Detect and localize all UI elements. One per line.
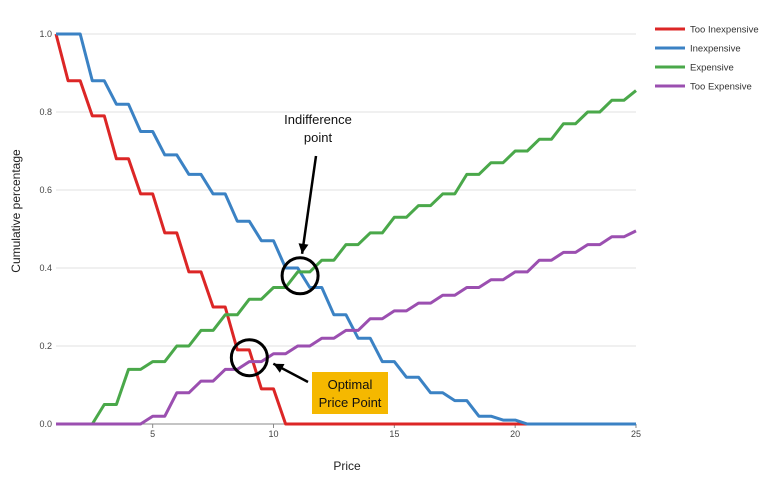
series-layer bbox=[54, 32, 637, 426]
x-tick-label: 10 bbox=[268, 429, 278, 439]
indifference-label: Indifference bbox=[284, 112, 352, 127]
x-tick-label: 5 bbox=[150, 429, 155, 439]
series-line-inexpensive bbox=[56, 32, 636, 426]
legend-label: Expensive bbox=[690, 63, 734, 74]
series-line-expensive bbox=[56, 89, 637, 426]
axis-labels: 0.0 0.2 0.4 0.6 0.8 1.0 5 10 15 20 25 bbox=[39, 29, 641, 439]
indifference-arrow bbox=[300, 155, 318, 254]
y-tick-label: 0.8 bbox=[39, 107, 52, 117]
y-tick-label: 0.6 bbox=[39, 185, 52, 195]
x-axis-title: Price bbox=[333, 459, 361, 473]
y-tick-label: 0.0 bbox=[39, 419, 52, 429]
y-tick-label: 0.4 bbox=[39, 263, 52, 273]
legend-label: Too Expensive bbox=[690, 82, 752, 93]
series-line-too-inexpensive bbox=[54, 33, 636, 426]
optimal-box bbox=[312, 372, 388, 414]
series-line-too-expensive bbox=[56, 229, 637, 426]
legend-label: Too Inexpensive bbox=[690, 25, 759, 36]
y-axis-title: Cumulative percentage bbox=[9, 149, 23, 273]
x-tick-label: 15 bbox=[389, 429, 399, 439]
arrow-head bbox=[298, 243, 309, 254]
indifference-label: point bbox=[304, 130, 333, 145]
arrow-head bbox=[273, 363, 285, 373]
y-tick-label: 0.2 bbox=[39, 341, 52, 351]
x-tick-label: 20 bbox=[510, 429, 520, 439]
x-tick-label: 25 bbox=[631, 429, 641, 439]
optimal-circle bbox=[229, 338, 269, 378]
annotations: Indifference point Optimal Price Point bbox=[229, 112, 388, 414]
optimal-label: Optimal bbox=[328, 377, 373, 392]
legend: Too Inexpensive Inexpensive Expensive Too E… bbox=[655, 25, 759, 93]
y-tick-label: 1.0 bbox=[39, 29, 52, 39]
indifference-circle bbox=[280, 256, 320, 296]
legend-label: Inexpensive bbox=[690, 44, 741, 55]
optimal-label: Price Point bbox=[319, 395, 382, 410]
